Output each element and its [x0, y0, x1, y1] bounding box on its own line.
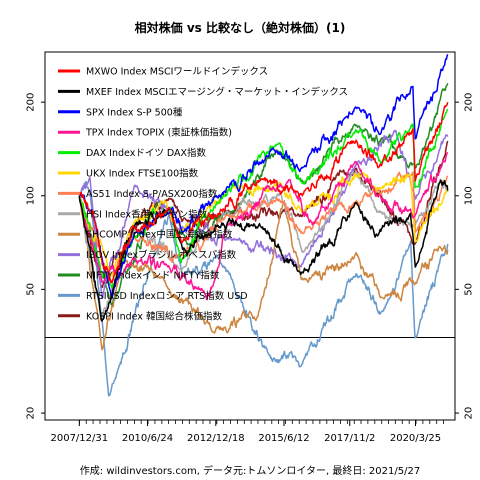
- legend-label: UKX Index FTSE100指数: [86, 168, 199, 180]
- series-lines: [78, 54, 449, 397]
- legend-label: TPX Index TOPIX (東証株価指数): [85, 127, 232, 139]
- series-line: [78, 54, 449, 300]
- y-axis: 20 20 50 50 100 100 200 200: [26, 93, 475, 420]
- legend-label: NIFTY Indexインド NIFTY指数: [86, 270, 220, 282]
- series-line: [78, 180, 449, 397]
- legend-label: AS51 Index S-P/ASX200指数: [86, 188, 218, 200]
- footer-credit: 作成: wildinvestors.com, データ元:トムソンロイター, 最終…: [80, 464, 420, 477]
- legend-label: SHCOMP Index中国上海総合指数: [86, 229, 233, 241]
- legend-label: MXWO Index MSCIワールドインデックス: [86, 66, 268, 78]
- legend-label: MXEF Index MSCIエマージング・マーケット・インデックス: [86, 86, 348, 98]
- y-tick-label-left: 50: [26, 283, 37, 296]
- x-tick-label: 2012/12/18: [187, 433, 245, 444]
- x-tick-label: 2007/12/31: [50, 433, 108, 444]
- y-tick-label-right: 20: [464, 407, 475, 420]
- x-tick-label: 2020/3/25: [390, 433, 441, 444]
- legend-label: KOSPI Index 韓国総合株価指数: [86, 310, 222, 322]
- series-line: [78, 102, 449, 284]
- x-axis: 2007/12/31 2010/6/24 2012/12/18 2015/6/12 20…: [50, 420, 444, 444]
- legend-label: HSI Index香港ハンセン指数: [86, 208, 208, 220]
- legend-label: IBOV Indexブラジル ボベスパ指数: [86, 249, 237, 261]
- x-tick-label: 2017/11/2: [324, 433, 375, 444]
- y-tick-label-left: 200: [26, 93, 37, 112]
- series-line: [78, 151, 449, 301]
- plot-frame: [44, 51, 456, 421]
- series-line: [78, 195, 449, 351]
- legend-label: SPX Index S-P 500種: [86, 107, 183, 118]
- series-line: [78, 129, 449, 300]
- x-tick-label: 2010/6/24: [122, 433, 173, 444]
- legend: MXWO Index MSCIワールドインデックス MXEF Index MSCI…: [58, 66, 348, 322]
- y-tick-label-right: 50: [464, 283, 475, 296]
- legend-label: DAX Indexドイツ DAX指数: [86, 147, 207, 159]
- y-tick-label-right: 100: [464, 186, 475, 205]
- x-tick-label: 2015/6/12: [258, 433, 309, 444]
- series-line: [78, 171, 449, 284]
- y-tick-label-left: 20: [26, 407, 37, 420]
- chart-title: 相対株価 vs 比較なし（絶対株価）(1): [135, 20, 346, 35]
- series-line: [78, 179, 449, 322]
- y-tick-label-left: 100: [26, 186, 37, 205]
- legend-label: RTSIUSD Indexロシア RTS指数 USD: [86, 290, 248, 302]
- y-tick-label-right: 200: [464, 93, 475, 112]
